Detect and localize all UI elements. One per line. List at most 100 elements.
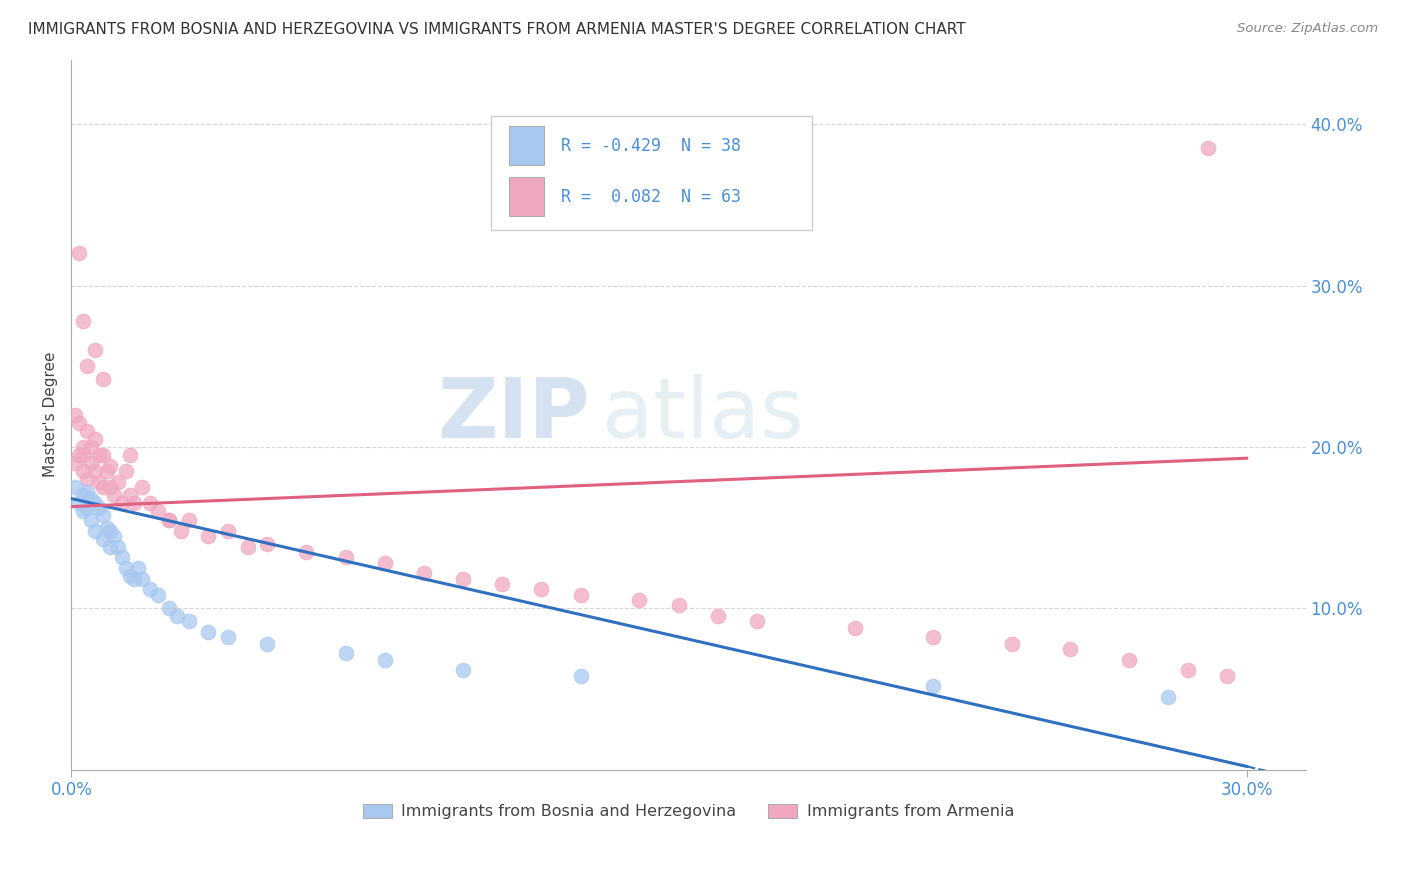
Point [138,496,160,510]
Point [177,614,200,628]
Point [530,582,553,596]
Point [922,679,945,693]
Point [87,475,110,490]
Point [157,512,180,526]
Point [217,630,239,644]
Text: R = -0.429  N = 38: R = -0.429 N = 38 [561,136,741,154]
Point [76,485,98,500]
Y-axis label: Master's Degree: Master's Degree [44,351,58,477]
Point [65,480,87,494]
Point [146,504,169,518]
Point [91,508,114,522]
Point [374,556,396,570]
Point [67,246,90,260]
Point [236,540,259,554]
Point [1059,641,1081,656]
Point [91,448,114,462]
Text: ZIP: ZIP [437,374,589,455]
Point [707,609,730,624]
Point [67,416,90,430]
Point [76,359,98,374]
Point [76,501,98,516]
Point [76,424,98,438]
Point [107,540,129,554]
Point [166,609,188,624]
Point [83,496,105,510]
Point [120,488,142,502]
Point [100,540,122,554]
Point [65,456,87,470]
FancyBboxPatch shape [509,126,544,165]
Point [72,488,94,502]
Point [83,432,105,446]
Point [569,588,592,602]
Point [745,614,768,628]
Point [451,663,474,677]
Point [67,448,90,462]
Point [80,491,103,506]
Point [107,475,129,490]
Point [72,314,94,328]
Point [87,448,110,462]
Point [115,464,138,478]
Text: IMMIGRANTS FROM BOSNIA AND HERZEGOVINA VS IMMIGRANTS FROM ARMENIA MASTER'S DEGRE: IMMIGRANTS FROM BOSNIA AND HERZEGOVINA V… [28,22,966,37]
Point [115,561,138,575]
Point [295,545,318,559]
Point [256,637,278,651]
Point [122,572,145,586]
Point [844,621,866,635]
FancyBboxPatch shape [509,178,544,217]
Point [80,512,103,526]
Point [374,653,396,667]
Point [111,496,134,510]
Point [65,408,87,422]
Point [256,537,278,551]
Point [1197,141,1219,155]
Point [131,572,153,586]
Point [131,480,153,494]
Legend: Immigrants from Bosnia and Herzegovina, Immigrants from Armenia: Immigrants from Bosnia and Herzegovina, … [357,797,1021,826]
Point [1118,653,1140,667]
Point [127,561,149,575]
Point [96,520,118,534]
Point [72,504,94,518]
Point [103,529,125,543]
Text: R =  0.082  N = 63: R = 0.082 N = 63 [561,188,741,206]
Point [1216,669,1239,683]
Point [120,569,142,583]
Point [91,480,114,494]
FancyBboxPatch shape [491,116,811,230]
Point [83,524,105,538]
Point [157,601,180,615]
Point [1001,637,1024,651]
Point [197,625,219,640]
Point [170,524,193,538]
Point [628,593,651,607]
Point [100,524,122,538]
Point [146,588,169,602]
Point [197,529,219,543]
Point [491,577,513,591]
Point [83,464,105,478]
Point [100,459,122,474]
Point [72,448,94,462]
Point [413,566,436,580]
Point [122,496,145,510]
Point [83,343,105,357]
Point [100,480,122,494]
Point [922,630,945,644]
Point [80,440,103,454]
Point [177,512,200,526]
Point [67,496,90,510]
Point [76,472,98,486]
Point [569,669,592,683]
Point [111,549,134,564]
Point [96,464,118,478]
Point [80,456,103,470]
Point [103,488,125,502]
Point [72,464,94,478]
Point [451,572,474,586]
Point [335,549,357,564]
Point [668,598,690,612]
Point [157,512,180,526]
